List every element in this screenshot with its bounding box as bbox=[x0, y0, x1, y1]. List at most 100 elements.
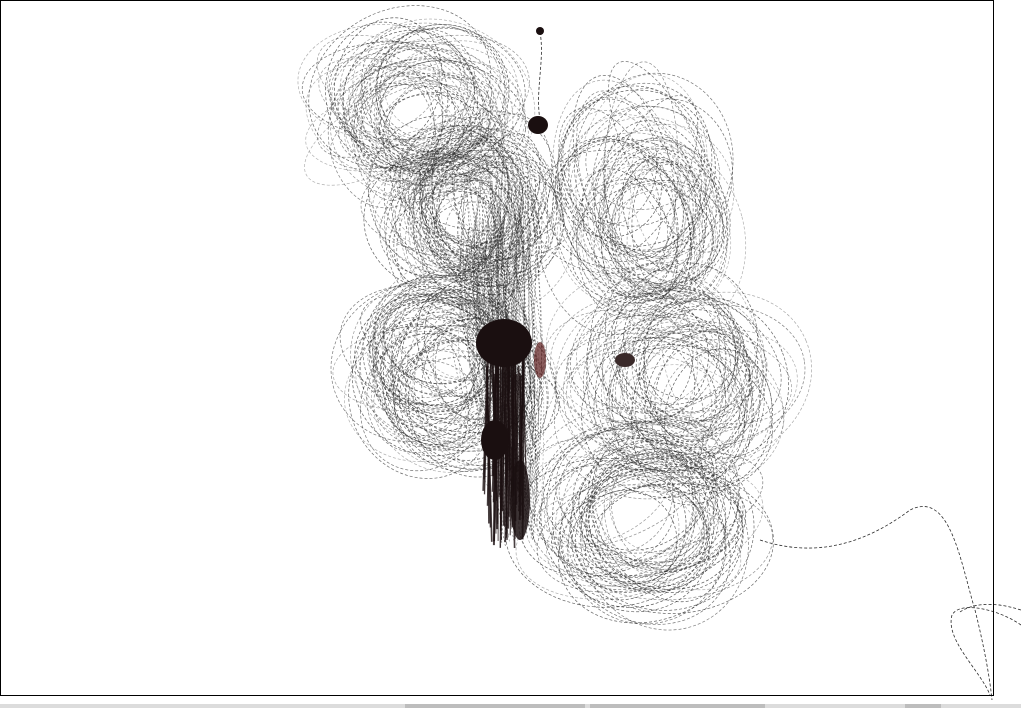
trajectory-loop bbox=[603, 414, 726, 574]
core-strand bbox=[505, 232, 527, 469]
trajectory-loop bbox=[614, 181, 719, 300]
trajectory-loop bbox=[585, 458, 727, 591]
trajectory-loop bbox=[624, 277, 720, 406]
trajectory-loop bbox=[374, 285, 489, 395]
trajectory-loop bbox=[587, 156, 698, 310]
trajectory-loop bbox=[593, 183, 695, 299]
trajectory-loop bbox=[606, 347, 717, 458]
trajectory-loop bbox=[560, 469, 731, 625]
trajectory-loop bbox=[594, 123, 735, 263]
core-strand bbox=[526, 185, 533, 443]
trajectory-loop bbox=[525, 421, 718, 574]
trajectory-loop bbox=[361, 26, 479, 159]
scrollbar-segment[interactable] bbox=[405, 704, 585, 708]
trajectory-loop bbox=[643, 321, 765, 432]
trajectory-loop bbox=[375, 24, 508, 156]
trajectory-loop bbox=[530, 150, 684, 274]
trajectory-loop bbox=[614, 161, 725, 303]
trajectory-loop bbox=[581, 336, 745, 498]
trajectory-loop bbox=[604, 120, 721, 283]
scrollbar-segment[interactable] bbox=[590, 704, 765, 708]
trajectory-loop bbox=[609, 304, 806, 448]
scrollbar-segment[interactable] bbox=[905, 704, 941, 708]
trajectory-loop bbox=[546, 420, 694, 591]
tail-curve bbox=[950, 607, 1021, 696]
tail-curve bbox=[759, 506, 993, 701]
trajectory-loop bbox=[561, 465, 764, 585]
trajectory-loop bbox=[580, 161, 732, 318]
core-dense-line bbox=[507, 345, 514, 529]
core-strand bbox=[462, 256, 515, 401]
lower-blob bbox=[481, 420, 509, 460]
trajectory-loop bbox=[567, 314, 731, 413]
trajectory-loop bbox=[608, 345, 785, 470]
trajectory-loop bbox=[554, 332, 746, 460]
trajectory-loop bbox=[555, 295, 725, 470]
trajectory-loop bbox=[587, 475, 709, 561]
core-strand bbox=[467, 228, 503, 459]
trajectory-loop bbox=[328, 40, 490, 173]
trajectory-loop bbox=[659, 348, 773, 474]
trajectory-loop bbox=[588, 461, 739, 590]
trajectory-loop bbox=[552, 79, 684, 294]
trajectory-loop bbox=[587, 317, 754, 438]
core-strand bbox=[459, 200, 521, 486]
trajectory-loop bbox=[431, 110, 558, 260]
trajectory-loop bbox=[558, 468, 744, 624]
trajectory-loop bbox=[601, 491, 742, 591]
core-strand bbox=[514, 183, 525, 411]
trajectory-loop bbox=[518, 433, 701, 564]
central-blob-accent bbox=[534, 342, 546, 378]
trajectory-loop bbox=[613, 262, 759, 423]
trajectory-loop bbox=[573, 72, 734, 252]
trajectory-loop bbox=[376, 49, 514, 184]
trajectory-loop bbox=[568, 105, 721, 251]
core-strand bbox=[491, 227, 540, 503]
trajectory-loop bbox=[546, 139, 701, 270]
trajectory-loop bbox=[351, 64, 484, 202]
trajectory-loop bbox=[404, 148, 500, 274]
trajectory-loop bbox=[592, 143, 675, 283]
trajectory-loop bbox=[621, 291, 812, 465]
trajectory-loop bbox=[536, 466, 744, 593]
core-strand bbox=[520, 256, 534, 439]
bottom-scrollbar-track[interactable] bbox=[0, 704, 1021, 708]
trajectory-loop bbox=[374, 60, 521, 172]
trajectory-loop bbox=[330, 47, 488, 166]
lower-column bbox=[510, 460, 530, 540]
trajectory-loop bbox=[621, 156, 706, 273]
trajectory-loop bbox=[392, 132, 522, 245]
trajectory-loop bbox=[369, 31, 468, 141]
trajectory-loop bbox=[611, 163, 731, 288]
trajectory-loop bbox=[419, 147, 500, 287]
trajectory-loop bbox=[572, 75, 676, 260]
trajectory-loop bbox=[608, 61, 724, 253]
trajectory-loop bbox=[363, 153, 518, 293]
central-blob bbox=[476, 319, 532, 367]
trajectory-loop bbox=[380, 317, 469, 464]
core-strand bbox=[486, 164, 515, 471]
trajectory-loop bbox=[329, 40, 507, 200]
core-strand bbox=[516, 215, 537, 401]
core-strand bbox=[476, 200, 529, 412]
trajectory-loop bbox=[567, 483, 773, 601]
trajectory-loop bbox=[382, 292, 536, 448]
trajectory-loop bbox=[578, 453, 740, 567]
trajectory-loop bbox=[538, 460, 675, 569]
blob-markers bbox=[476, 27, 635, 540]
trajectory-loop bbox=[431, 163, 517, 265]
trajectory-loop bbox=[382, 85, 472, 186]
trajectory-loop bbox=[453, 154, 541, 274]
core-strand bbox=[473, 267, 507, 503]
trajectory-loop bbox=[603, 61, 679, 280]
trajectory-loop bbox=[631, 295, 738, 430]
core-strand bbox=[474, 208, 534, 419]
trajectory-loop bbox=[343, 52, 435, 172]
trajectory-loop bbox=[377, 59, 505, 178]
core-strand bbox=[527, 177, 538, 495]
trajectory-loop bbox=[584, 476, 747, 590]
trajectory-loop bbox=[408, 322, 548, 478]
trajectory-loop bbox=[353, 46, 444, 201]
trajectory-loop bbox=[598, 95, 699, 256]
